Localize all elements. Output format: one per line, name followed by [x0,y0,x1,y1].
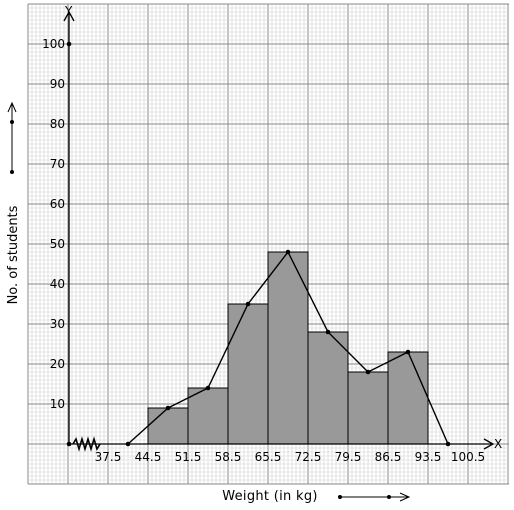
x-tick-label: 51.5 [175,450,202,464]
y-tick-label: 50 [50,237,65,251]
histogram-bar [227,303,269,445]
x-tick-label: 37.5 [95,450,122,464]
polygon-point [325,329,331,335]
y-tick-label: 100 [42,37,65,51]
y-tick-label: 40 [50,277,65,291]
x-tick-label: 79.5 [335,450,362,464]
axes: X Y [63,4,502,452]
axis-break-kink [72,436,101,452]
y-tick-label: 60 [50,197,65,211]
axis-labels: 37.5 44.5 51.5 58.5 65.5 72.5 79.5 86.5 93.5 100.… [42,37,485,464]
histogram-bar [347,371,389,445]
histogram-bar [307,331,349,445]
x-tick-label: 65.5 [255,450,282,464]
x-tick-label: 72.5 [295,450,322,464]
polygon-point [405,349,411,355]
x-direction-arrow [338,492,411,502]
x-tick-label: 100.5 [451,450,485,464]
y-direction-arrow [7,101,17,174]
y-axis-title: No. of students [6,205,21,304]
polygon-point [365,369,371,375]
y-tick-label: 90 [50,77,65,91]
histogram-bar [147,407,189,445]
y-tick-label: 30 [50,317,65,331]
histogram-bar [267,251,309,445]
polygon-point [205,385,211,391]
y-axis-top-point [66,41,72,47]
x-axis-name: X [494,437,502,451]
x-tick-label: 86.5 [375,450,402,464]
polygon-point [285,249,291,255]
x-tick-label: 93.5 [415,450,442,464]
origin-point [66,441,72,447]
histogram-bar [187,387,229,445]
polygon-point [445,441,451,447]
y-tick-label: 10 [50,397,65,411]
y-tick-label: 20 [50,357,65,371]
x-tick-label: 44.5 [135,450,162,464]
y-axis-arrowhead [63,10,75,22]
y-axis-name: Y [64,4,73,18]
frequency-polygon [125,249,451,447]
polygon-point [165,405,171,411]
histogram-bars [147,251,429,445]
x-tick-label: 58.5 [215,450,242,464]
polygon-point [125,441,131,447]
y-tick-label: 70 [50,157,65,171]
x-axis-arrowhead [483,438,495,450]
x-axis-title: Weight (in kg) [222,489,318,504]
polygon-point [245,301,251,307]
y-tick-label: 80 [50,117,65,131]
histogram-bar [387,351,429,445]
